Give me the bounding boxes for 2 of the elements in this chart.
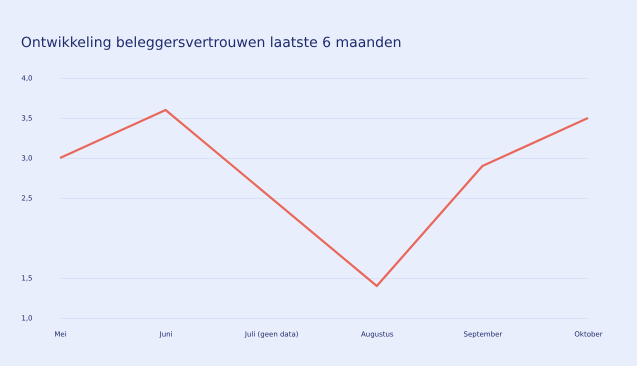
line-series (58, 108, 590, 288)
chart-title: Ontwikkeling beleggersvertrouwen laatste 6 maanden (20, 35, 402, 51)
